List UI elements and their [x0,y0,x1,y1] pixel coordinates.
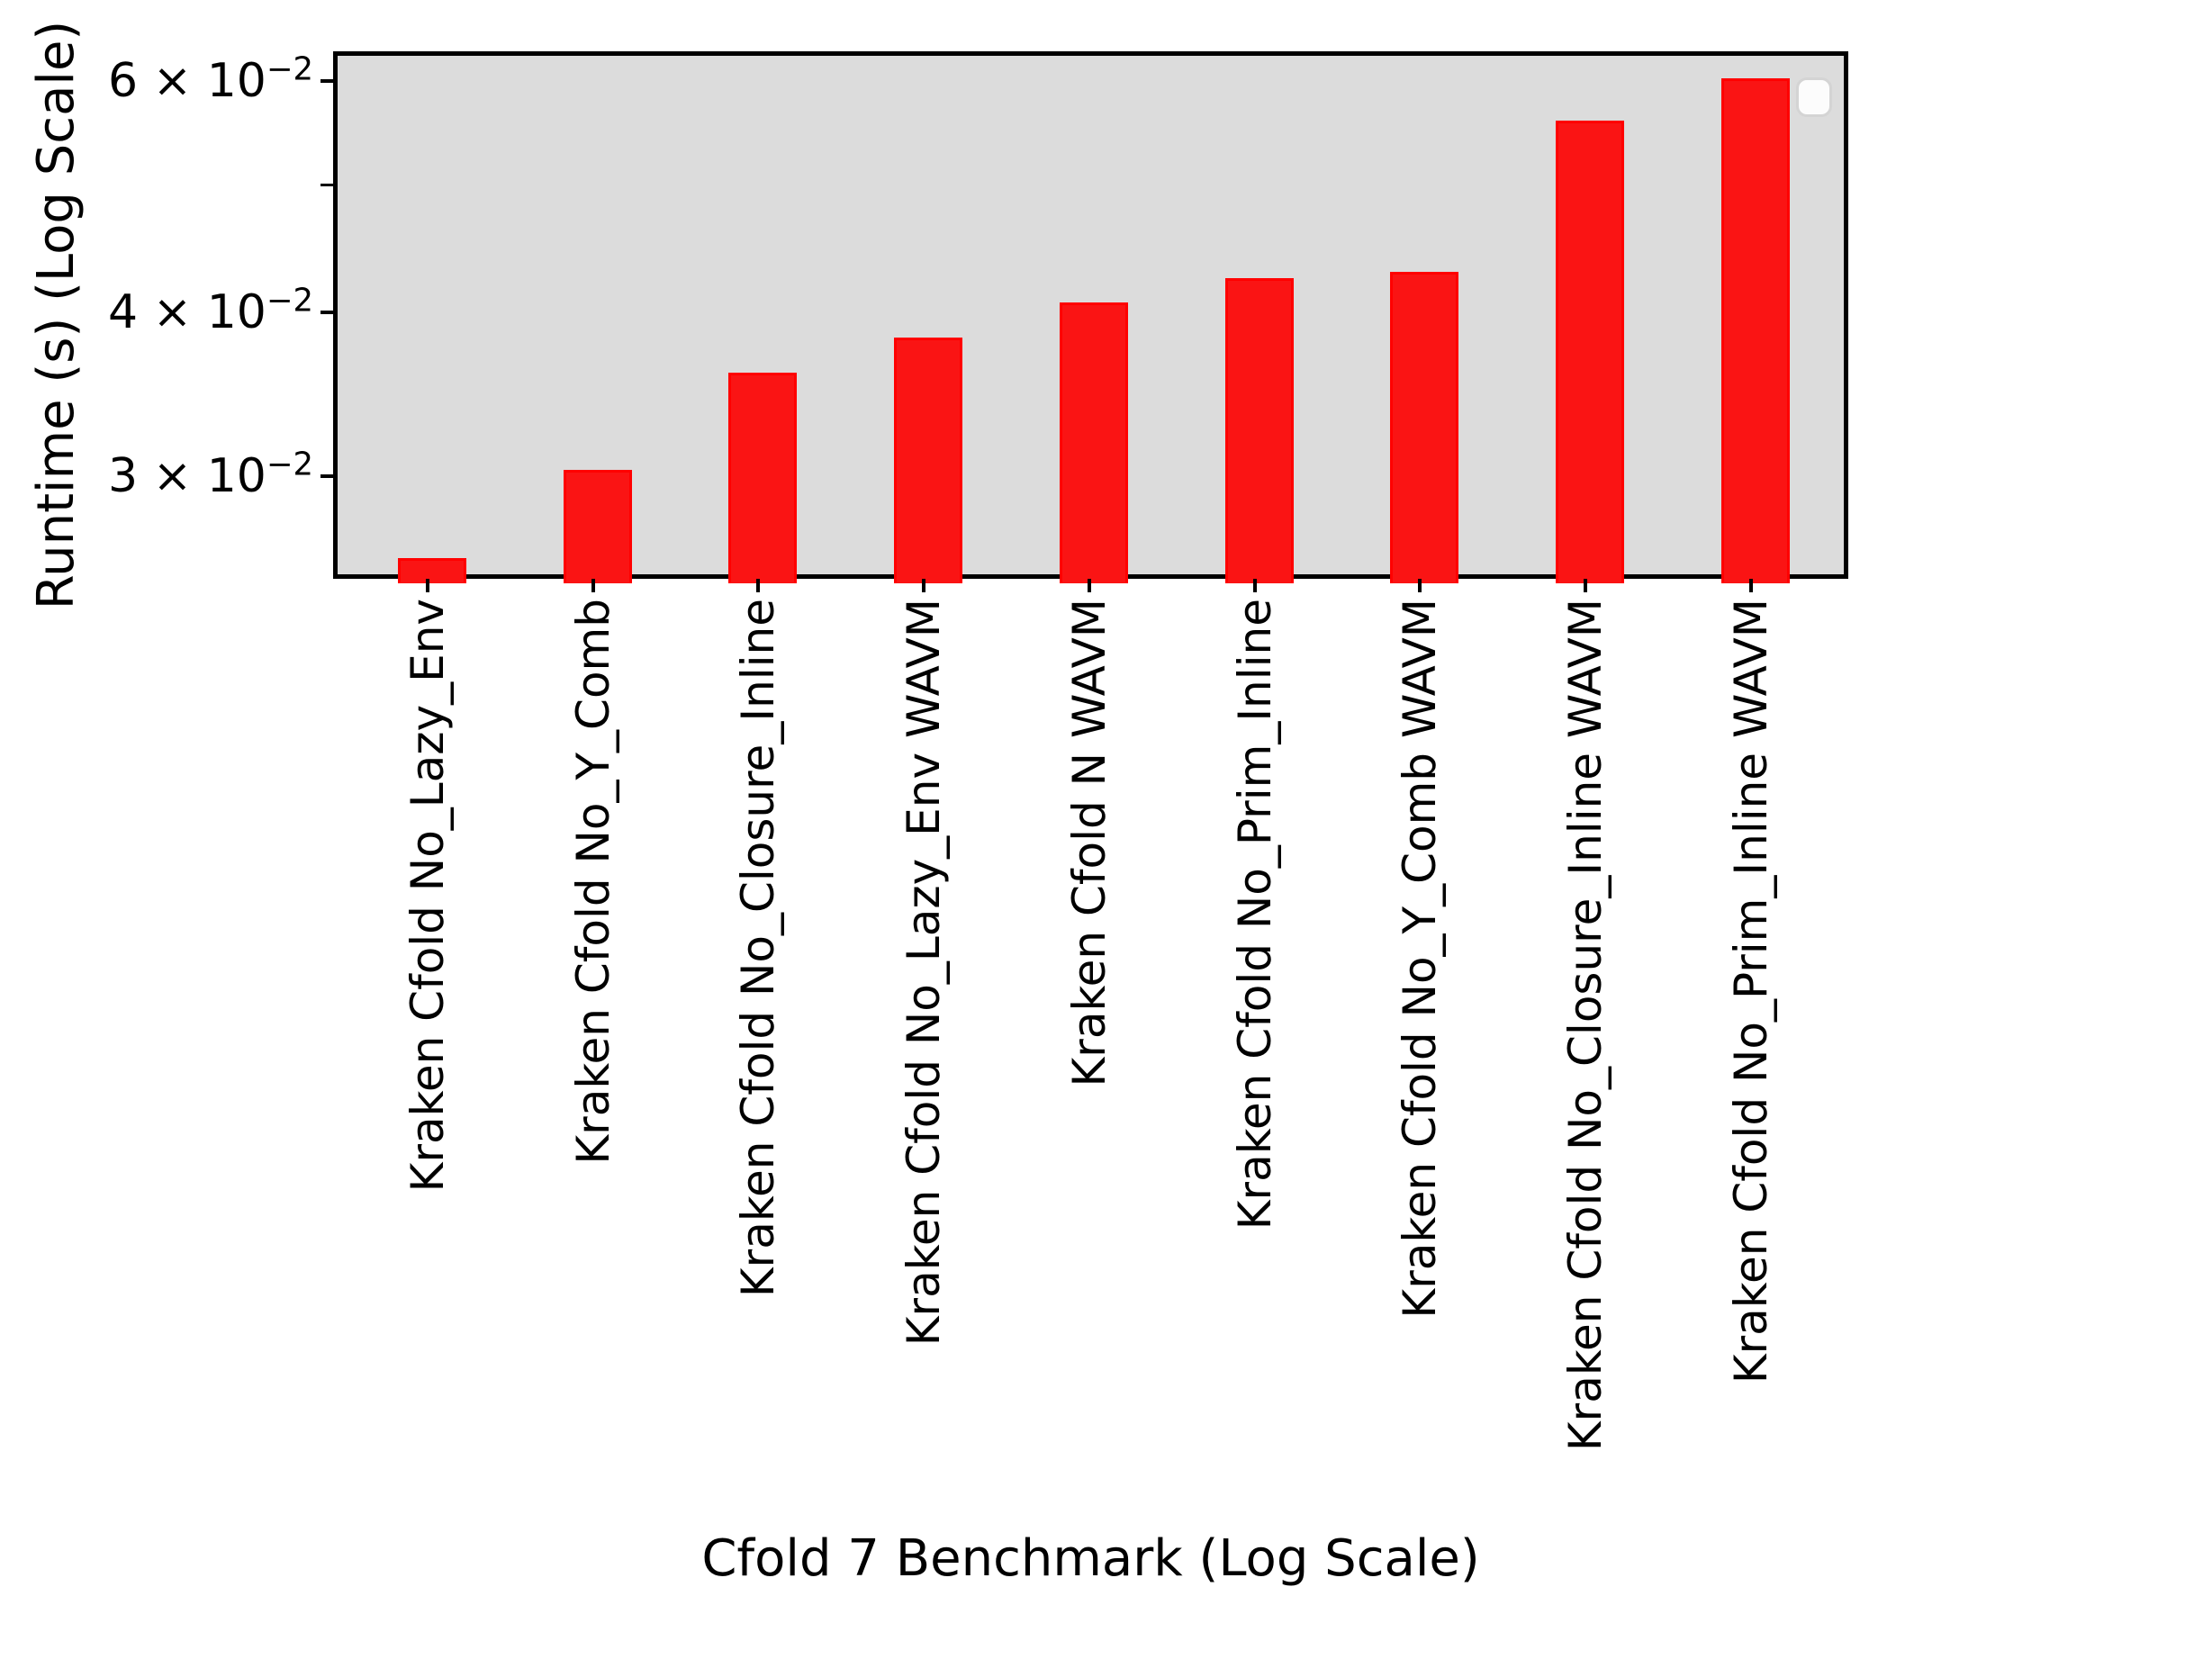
y-tick-label-exponent: −2 [266,50,313,88]
x-axis-tick [426,579,429,592]
y-axis-tick [321,183,333,186]
x-axis-tick [591,579,595,592]
bar [1555,121,1624,583]
bar [1059,302,1128,583]
y-tick-label: 4 × 10−2 [107,282,313,340]
x-tick-label-text: Kraken Cfold No_Closure_Inline WAVM [1558,599,1612,1452]
y-tick-label: 3 × 10−2 [107,446,313,504]
bar [398,558,466,583]
x-axis-tick [1748,579,1753,592]
bar [1224,278,1294,583]
bar [1390,271,1459,583]
x-axis-tick [756,579,761,592]
x-tick-label-text: Kraken Cfold No_Closure_Inline [732,599,785,1298]
x-tick-label-text: Kraken Cfold No_Lazy_Env WAVM [898,599,951,1347]
bar [1720,77,1790,583]
y-axis-tick [321,78,333,83]
y-tick-label: 6 × 10−2 [107,50,313,108]
bar [894,337,963,583]
x-tick-label-text: Kraken Cfold No_Y_Comb WAVM [1394,599,1447,1319]
x-axis-tick [1252,579,1257,592]
x-axis-tick [1418,579,1422,592]
x-tick-label-text: Kraken Cfold No_Y_Comb [566,599,619,1165]
x-tick-label-text: Kraken Cfold No_Lazy_Env [402,599,454,1193]
x-axis-tick [1087,579,1091,592]
plot-area [333,51,1848,583]
y-tick-label-exponent: −2 [266,446,313,484]
y-axis-tick [321,474,333,479]
y-axis-tick [321,311,333,315]
x-axis-tick [922,579,926,592]
x-tick-label-text: Kraken Cfold No_Prim_Inline [1228,599,1281,1231]
bar [563,469,632,583]
x-tick-label: Kraken Cfold No_Prim_Inline WAVM [1725,599,2212,1384]
y-tick-label-exponent: −2 [266,282,313,320]
x-axis-title: Cfold 7 Benchmark (Log Scale) [701,1529,1480,1588]
bar [728,372,798,583]
x-tick-label-text: Kraken Cfold N WAVM [1062,599,1115,1087]
x-tick-label-text: Kraken Cfold No_Prim_Inline WAVM [1724,599,1777,1384]
legend-box [1796,77,1832,117]
x-axis-tick [1583,579,1587,592]
